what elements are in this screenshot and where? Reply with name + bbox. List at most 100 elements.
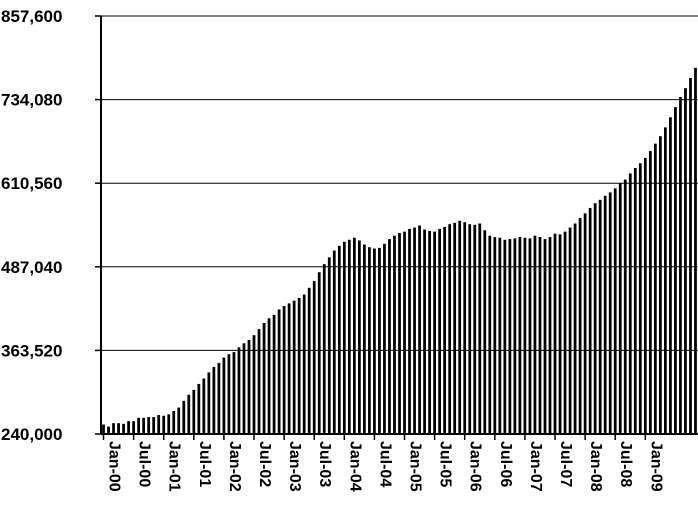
bar [307, 287, 311, 434]
x-tick-label: Jan-03 [286, 441, 303, 492]
x-tick-label: Jul-08 [617, 441, 634, 487]
bar [664, 127, 667, 435]
bar [658, 136, 662, 434]
bar [132, 421, 135, 434]
bar [398, 232, 401, 434]
bar [368, 247, 371, 434]
bar [192, 390, 196, 434]
bar [438, 228, 442, 434]
bar [498, 237, 502, 434]
bar [583, 213, 587, 434]
bar [598, 199, 602, 434]
bar [428, 230, 431, 434]
axes [100, 16, 698, 435]
bar [383, 243, 386, 434]
bar [177, 407, 181, 434]
bar [302, 294, 306, 434]
bar [257, 329, 261, 434]
bar [247, 339, 251, 434]
y-tick-label: 857,600 [1, 7, 62, 26]
y-tick-label: 734,080 [1, 91, 62, 110]
bar [694, 67, 697, 434]
x-tick-label: Jul-05 [437, 441, 454, 487]
bar [152, 417, 156, 434]
bar [538, 237, 542, 434]
bar [187, 394, 191, 434]
bar [674, 107, 677, 434]
bar [513, 238, 517, 434]
bar [182, 400, 186, 434]
bar [262, 323, 266, 434]
bar [684, 88, 687, 435]
bar [518, 237, 522, 434]
bar [548, 237, 552, 434]
bar [112, 423, 115, 434]
bar [227, 354, 231, 434]
bar [212, 367, 216, 434]
bar [408, 228, 411, 434]
bar [543, 239, 547, 434]
bar [217, 362, 221, 434]
bar [332, 250, 336, 434]
bar [337, 245, 341, 434]
bar [443, 226, 447, 434]
bar [528, 238, 532, 434]
bar [363, 244, 366, 434]
gridlines [101, 15, 698, 351]
bar [483, 230, 487, 434]
bar [463, 222, 467, 434]
bar [588, 207, 592, 434]
bar [167, 414, 171, 434]
bar [102, 424, 105, 434]
y-tick-label: 363,520 [1, 341, 62, 360]
bar [413, 227, 416, 434]
bars [102, 67, 697, 435]
bar [453, 222, 457, 434]
bar [643, 157, 647, 435]
x-tick-label: Jan-08 [587, 441, 604, 492]
bar [448, 224, 452, 434]
bar [503, 239, 507, 434]
bar [618, 183, 622, 434]
bar [578, 218, 582, 434]
x-tick-label: Jan-06 [467, 441, 484, 492]
y-tick-label: 610,560 [1, 174, 62, 193]
bar [282, 306, 286, 434]
bar [342, 241, 346, 434]
bar [558, 234, 562, 434]
bar [533, 235, 537, 434]
bar [237, 347, 241, 434]
bar [232, 352, 236, 434]
y-tick-label: 240,000 [1, 425, 62, 444]
bar [317, 272, 321, 434]
bar [378, 247, 381, 434]
bar [137, 417, 141, 434]
bar [653, 143, 657, 434]
bar [488, 235, 492, 434]
bar [508, 239, 512, 434]
bar [493, 237, 497, 434]
bar [613, 188, 617, 434]
bar [162, 415, 166, 434]
bar [689, 78, 692, 434]
bar [573, 223, 577, 434]
bar [322, 264, 326, 434]
bar [297, 297, 301, 434]
x-tick-label: Jul-00 [136, 441, 153, 487]
bar [458, 220, 462, 434]
bar [207, 372, 211, 434]
bar [628, 173, 632, 434]
x-tick-label: Jan-02 [226, 441, 243, 492]
x-tick-label: Jul-02 [256, 441, 273, 487]
x-tick-label: Jan-05 [407, 441, 424, 492]
bar [608, 192, 612, 434]
bar [468, 224, 472, 434]
bar [292, 300, 296, 434]
x-tick-label: Jan-04 [346, 441, 363, 492]
bar [172, 410, 176, 434]
bar [433, 231, 436, 434]
bar [648, 151, 652, 434]
bar [633, 168, 637, 434]
bar [327, 257, 331, 434]
